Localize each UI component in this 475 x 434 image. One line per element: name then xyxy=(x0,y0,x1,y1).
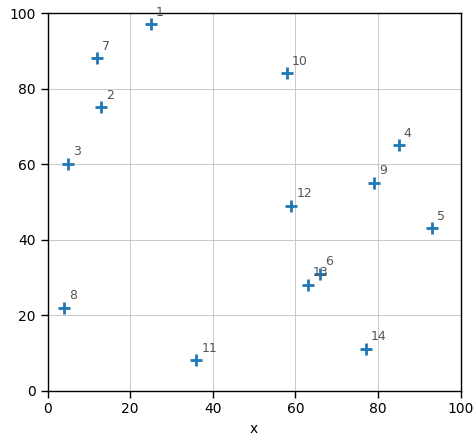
Text: 11: 11 xyxy=(201,342,217,355)
Text: 6: 6 xyxy=(325,255,333,268)
Text: 2: 2 xyxy=(106,89,114,102)
Text: 10: 10 xyxy=(292,55,308,68)
Text: 9: 9 xyxy=(379,164,387,177)
Text: 4: 4 xyxy=(404,126,412,139)
Text: 14: 14 xyxy=(370,330,386,343)
Text: 12: 12 xyxy=(296,187,312,200)
Text: 13: 13 xyxy=(313,266,329,279)
Text: 1: 1 xyxy=(156,6,164,19)
Text: 3: 3 xyxy=(73,145,81,158)
Text: 7: 7 xyxy=(102,39,110,53)
Text: 8: 8 xyxy=(69,289,77,302)
Text: 5: 5 xyxy=(437,210,445,223)
X-axis label: x: x xyxy=(250,422,258,434)
